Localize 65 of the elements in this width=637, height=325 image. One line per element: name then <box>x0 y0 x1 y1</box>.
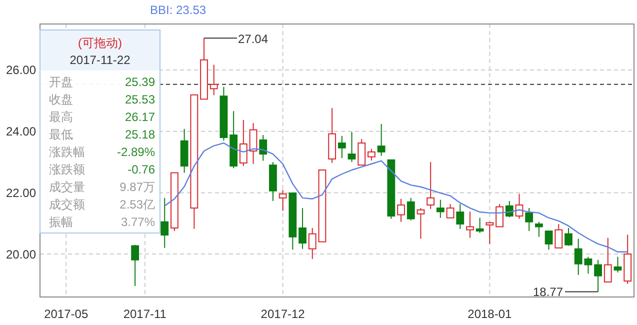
candlestick <box>131 244 140 286</box>
candlestick <box>496 204 504 228</box>
candlestick <box>436 199 444 218</box>
candlestick <box>466 211 474 238</box>
annotation: 25.53 <box>124 92 156 106</box>
candlestick <box>160 197 169 248</box>
candlestick <box>544 230 553 250</box>
annotation: 涨跌幅 <box>49 145 85 159</box>
annotation: 成交额 <box>49 198 85 212</box>
candlestick <box>476 217 484 234</box>
candlestick <box>348 131 356 163</box>
annotation: 成交量 <box>49 180 85 194</box>
candlestick <box>564 227 572 246</box>
annotation: 涨跌额 <box>49 162 85 176</box>
candlestick <box>426 162 435 210</box>
x-tick-label: 2017-11 <box>123 307 167 321</box>
annotation: -0.76 <box>128 162 156 176</box>
candlestick <box>377 124 386 156</box>
candlestick <box>534 221 543 238</box>
y-tick-label: 24.00 <box>6 124 36 139</box>
y-tick-label: 20.00 <box>6 247 36 262</box>
annotation: 9.87万 <box>120 180 155 194</box>
x-tick-label: 2017-05 <box>44 307 88 321</box>
candlestick <box>249 122 258 164</box>
annotation: 25.18 <box>124 128 156 142</box>
candlestick <box>486 221 494 244</box>
y-tick-label: 22.00 <box>6 186 36 200</box>
y-tick-label: 26.00 <box>6 63 36 78</box>
annotation: 最低 <box>49 128 73 142</box>
candlestick <box>456 204 464 230</box>
x-tick-label: 2017-12 <box>260 307 306 321</box>
candlestick <box>298 208 306 250</box>
candlestick <box>338 135 346 159</box>
x-tick-label: 2018-01 <box>468 307 512 321</box>
annotation: 2017-11-22 <box>70 53 131 67</box>
annotation: 26.17 <box>124 110 156 124</box>
candlestick <box>278 189 287 212</box>
candlestick <box>406 197 415 221</box>
annotation: 27.04 <box>238 32 268 46</box>
annotation: 2.53亿 <box>120 198 155 212</box>
candlestick <box>397 198 405 222</box>
candlestick <box>358 138 366 166</box>
candlestick <box>614 256 622 273</box>
annotation: (可拖动) <box>78 36 122 50</box>
candlestick <box>505 200 514 218</box>
annotation: 开盘 <box>49 75 73 89</box>
annotation: 最高 <box>49 110 73 124</box>
candlestick <box>239 120 248 167</box>
candlestick <box>416 208 425 240</box>
candlestick <box>554 223 563 248</box>
candlestick <box>525 208 534 232</box>
annotation: 18.77 <box>533 284 564 299</box>
candlestick <box>210 64 218 96</box>
annotation: 振幅 <box>49 215 73 229</box>
annotation: 25.39 <box>124 75 156 89</box>
candlestick <box>446 204 454 218</box>
candlestick <box>594 259 602 292</box>
text: BBI: 23.53 <box>150 3 206 17</box>
annotation: 收盘 <box>49 92 73 106</box>
candlestick <box>308 227 316 260</box>
candlestick <box>604 237 612 282</box>
candlestick <box>368 148 376 161</box>
annotation: -2.89% <box>116 145 156 159</box>
annotation: 3.77% <box>120 215 156 229</box>
candlestick <box>259 134 268 162</box>
